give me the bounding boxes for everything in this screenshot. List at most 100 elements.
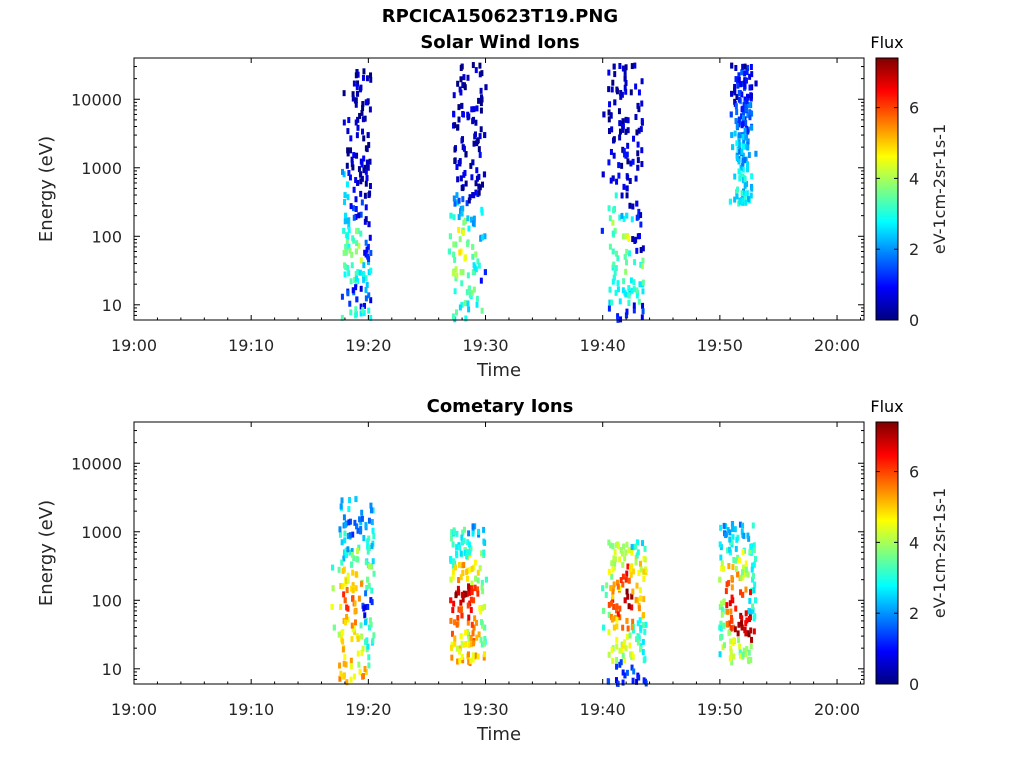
heatmap-cell (612, 231, 615, 237)
heatmap-cell (750, 71, 753, 77)
heatmap-cell (449, 213, 452, 219)
heatmap-cell (642, 280, 645, 286)
heatmap-cell (639, 212, 642, 218)
heatmap-cell (639, 222, 642, 228)
heatmap-cell (357, 662, 360, 668)
heatmap-cell (634, 84, 637, 90)
heatmap-cell (741, 569, 744, 575)
heatmap-cell (612, 207, 615, 213)
heatmap-cell (617, 543, 620, 549)
heatmap-cell (748, 616, 751, 622)
heatmap-cell (607, 86, 610, 92)
heatmap-cell (370, 507, 373, 513)
heatmap-cell (737, 622, 740, 628)
heatmap-cell (602, 625, 605, 631)
heatmap-cell (360, 159, 363, 165)
x-tick-label: 19:50 (697, 336, 743, 355)
heatmap-cell (632, 159, 635, 165)
heatmap-cell (744, 630, 747, 636)
heatmap-cell (475, 67, 478, 73)
heatmap-cell (622, 680, 625, 686)
heatmap-cell (341, 629, 344, 635)
heatmap-cell (461, 211, 464, 217)
heatmap-cell (622, 184, 625, 190)
panel-title: Solar Wind Ions (420, 32, 579, 53)
heatmap-cell (351, 164, 354, 170)
heatmap-cell (460, 138, 463, 144)
heatmap-cell (469, 163, 472, 169)
heatmap-cell (338, 663, 341, 669)
heatmap-cell (369, 77, 372, 83)
heatmap-cell (464, 316, 467, 322)
heatmap-cell (348, 301, 351, 307)
heatmap-cell (627, 300, 630, 306)
heatmap-cell (343, 262, 346, 268)
heatmap-cell (475, 105, 478, 111)
heatmap-cell (719, 555, 722, 561)
heatmap-cell (357, 651, 360, 657)
heatmap-cell (632, 136, 635, 142)
heatmap-cell (741, 134, 744, 140)
heatmap-cell (640, 147, 643, 153)
heatmap-cell (618, 648, 621, 654)
heatmap-cell (351, 623, 354, 629)
cometary-ions-panel: Cometary Ions19:00 19:10 19:20 19:30 19:40 19… (36, 396, 949, 745)
heatmap-cell (479, 152, 482, 158)
x-axis-label: Time (476, 724, 521, 745)
heatmap-cell (456, 81, 459, 87)
heatmap-cell (356, 91, 359, 97)
heatmap-cell (626, 185, 629, 191)
heatmap-cell (628, 250, 631, 256)
heatmap-cell (629, 178, 632, 184)
heatmap-cell (366, 577, 369, 583)
heatmap-cell (629, 651, 632, 657)
heatmap-cell (734, 131, 737, 137)
heatmap-cell (625, 571, 628, 577)
colorbar-tick-label: 2 (909, 604, 919, 623)
heatmap-cell (471, 118, 474, 124)
heatmap-cell (467, 615, 470, 621)
heatmap-cell (471, 244, 474, 250)
x-tick-label: 20:00 (814, 700, 860, 719)
heatmap-cell (362, 673, 365, 679)
heatmap-cell (741, 523, 744, 529)
heatmap-cell (346, 606, 349, 612)
heatmap-cell (744, 191, 747, 197)
heatmap-cell (367, 308, 370, 314)
heatmap-cell (365, 181, 368, 187)
heatmap-cell (367, 132, 370, 138)
heatmap-cell (738, 176, 741, 182)
heatmap-cell (738, 132, 741, 138)
heatmap-cell (621, 562, 624, 568)
heatmap-cell (628, 203, 631, 209)
heatmap-cell (463, 538, 466, 544)
x-tick-label: 19:50 (697, 700, 743, 719)
y-axis-label: Energy (eV) (36, 500, 57, 606)
heatmap-cell (730, 575, 733, 581)
heatmap-cell (340, 560, 343, 566)
heatmap-cell (344, 271, 347, 277)
heatmap-cell (749, 627, 752, 633)
heatmap-cell (482, 539, 485, 545)
heatmap-cell (478, 63, 481, 69)
heatmap-cell (615, 637, 618, 643)
heatmap-cell (741, 121, 744, 127)
heatmap-cell (622, 287, 625, 293)
heatmap-cell (735, 109, 738, 115)
heatmap-cell (452, 270, 455, 276)
heatmap-cell (642, 596, 645, 602)
heatmap-cell (741, 190, 744, 196)
heatmap-cell (362, 116, 365, 122)
heatmap-cell (481, 182, 484, 188)
heatmap-cell (602, 111, 605, 117)
heatmap-cell (605, 592, 608, 598)
heatmap-cell (349, 532, 352, 538)
heatmap-cell (365, 169, 368, 175)
heatmap-cell (477, 577, 480, 583)
heatmap-cell (750, 643, 753, 649)
heatmap-cell (331, 604, 334, 610)
heatmap-cell (356, 84, 359, 90)
heatmap-cell (366, 160, 369, 166)
heatmap-cell (346, 587, 349, 593)
heatmap-cell (346, 546, 349, 552)
